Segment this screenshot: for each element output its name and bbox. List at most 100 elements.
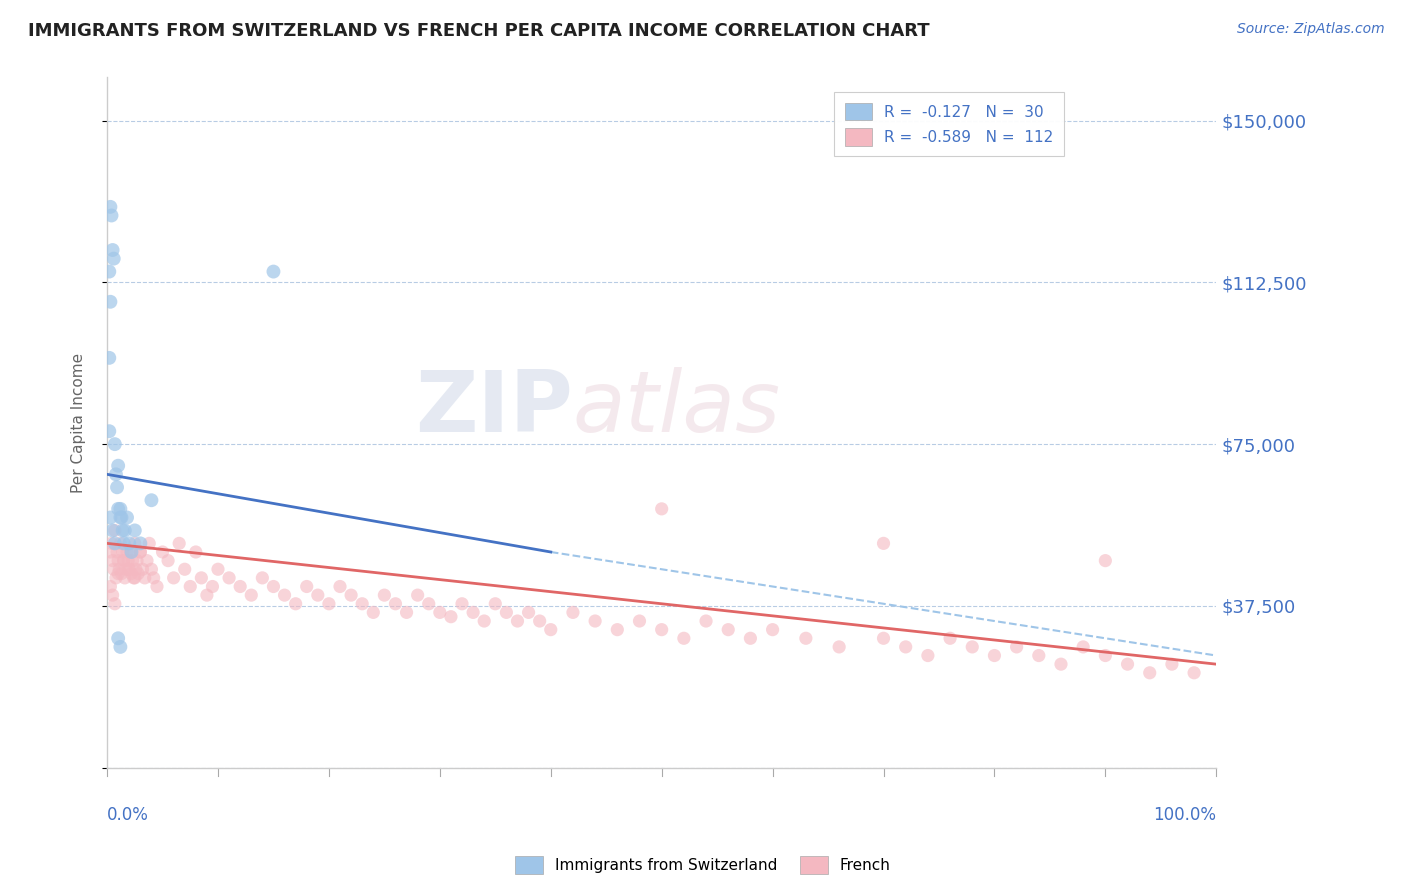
Point [651,501,673,516]
Text: IMMIGRANTS FROM SWITZERLAND VS FRENCH PER CAPITA INCOME CORRELATION CHART: IMMIGRANTS FROM SWITZERLAND VS FRENCH PE… [28,22,929,40]
Point [121,545,143,559]
Point [100,209,122,223]
Point [98,351,121,365]
Point [184,545,207,559]
Point [252,571,274,585]
Point [1094,648,1116,663]
Point [218,571,240,585]
Point [110,536,132,550]
Point [105,480,128,494]
Point [962,640,984,654]
Point [440,609,463,624]
Point [115,562,138,576]
Point [100,200,122,214]
Point [101,554,124,568]
Point [100,536,122,550]
Legend: R =  -0.127   N =  30, R =  -0.589   N =  112: R = -0.127 N = 30, R = -0.589 N = 112 [834,92,1064,156]
Point [127,566,149,581]
Point [121,554,143,568]
Point [117,554,139,568]
Point [152,545,174,559]
Point [284,597,307,611]
Point [651,623,673,637]
Point [107,632,129,646]
Point [107,501,129,516]
Point [894,640,917,654]
Point [1094,554,1116,568]
Text: Source: ZipAtlas.com: Source: ZipAtlas.com [1237,22,1385,37]
Point [129,545,152,559]
Point [101,588,124,602]
Point [125,554,148,568]
Point [451,597,474,611]
Point [384,597,406,611]
Point [110,501,132,516]
Point [118,536,141,550]
Point [100,294,122,309]
Point [101,524,124,538]
Point [141,562,163,576]
Point [131,562,153,576]
Point [190,571,212,585]
Point [461,606,484,620]
Point [872,632,894,646]
Point [124,524,146,538]
Point [583,614,606,628]
Point [406,588,429,602]
Point [124,536,146,550]
Point [273,588,295,602]
Point [110,566,132,581]
Point [429,606,451,620]
Point [352,597,374,611]
Point [983,648,1005,663]
Point [104,467,127,482]
Point [240,588,263,602]
Point [540,623,562,637]
Point [262,580,284,594]
Point [373,588,395,602]
Point [100,580,122,594]
Point [201,580,224,594]
Point [1116,657,1139,672]
Point [136,554,159,568]
Point [114,524,136,538]
Point [740,632,762,646]
Point [108,562,131,576]
Point [606,623,628,637]
Point [141,493,163,508]
Point [115,545,138,559]
Point [1161,657,1184,672]
Point [318,597,340,611]
Point [717,623,740,637]
Point [506,614,529,628]
Point [104,524,127,538]
Point [110,510,132,524]
Point [104,571,127,585]
Point [1182,665,1205,680]
Point [672,632,695,646]
Point [1005,640,1028,654]
Point [262,264,284,278]
Point [100,510,122,524]
Point [107,554,129,568]
Point [107,458,129,473]
Point [122,571,145,585]
Point [121,566,143,581]
Point [207,562,229,576]
Point [340,588,363,602]
Point [295,580,318,594]
Point [1028,648,1050,663]
Point [179,580,201,594]
Point [472,614,495,628]
Point [134,571,156,585]
Point [162,571,184,585]
Point [111,545,134,559]
Point [114,571,136,585]
Point [103,252,125,266]
Point [129,545,152,559]
Point [98,424,121,438]
Point [104,597,127,611]
Text: 0.0%: 0.0% [107,805,149,823]
Point [418,597,440,611]
Point [118,562,141,576]
